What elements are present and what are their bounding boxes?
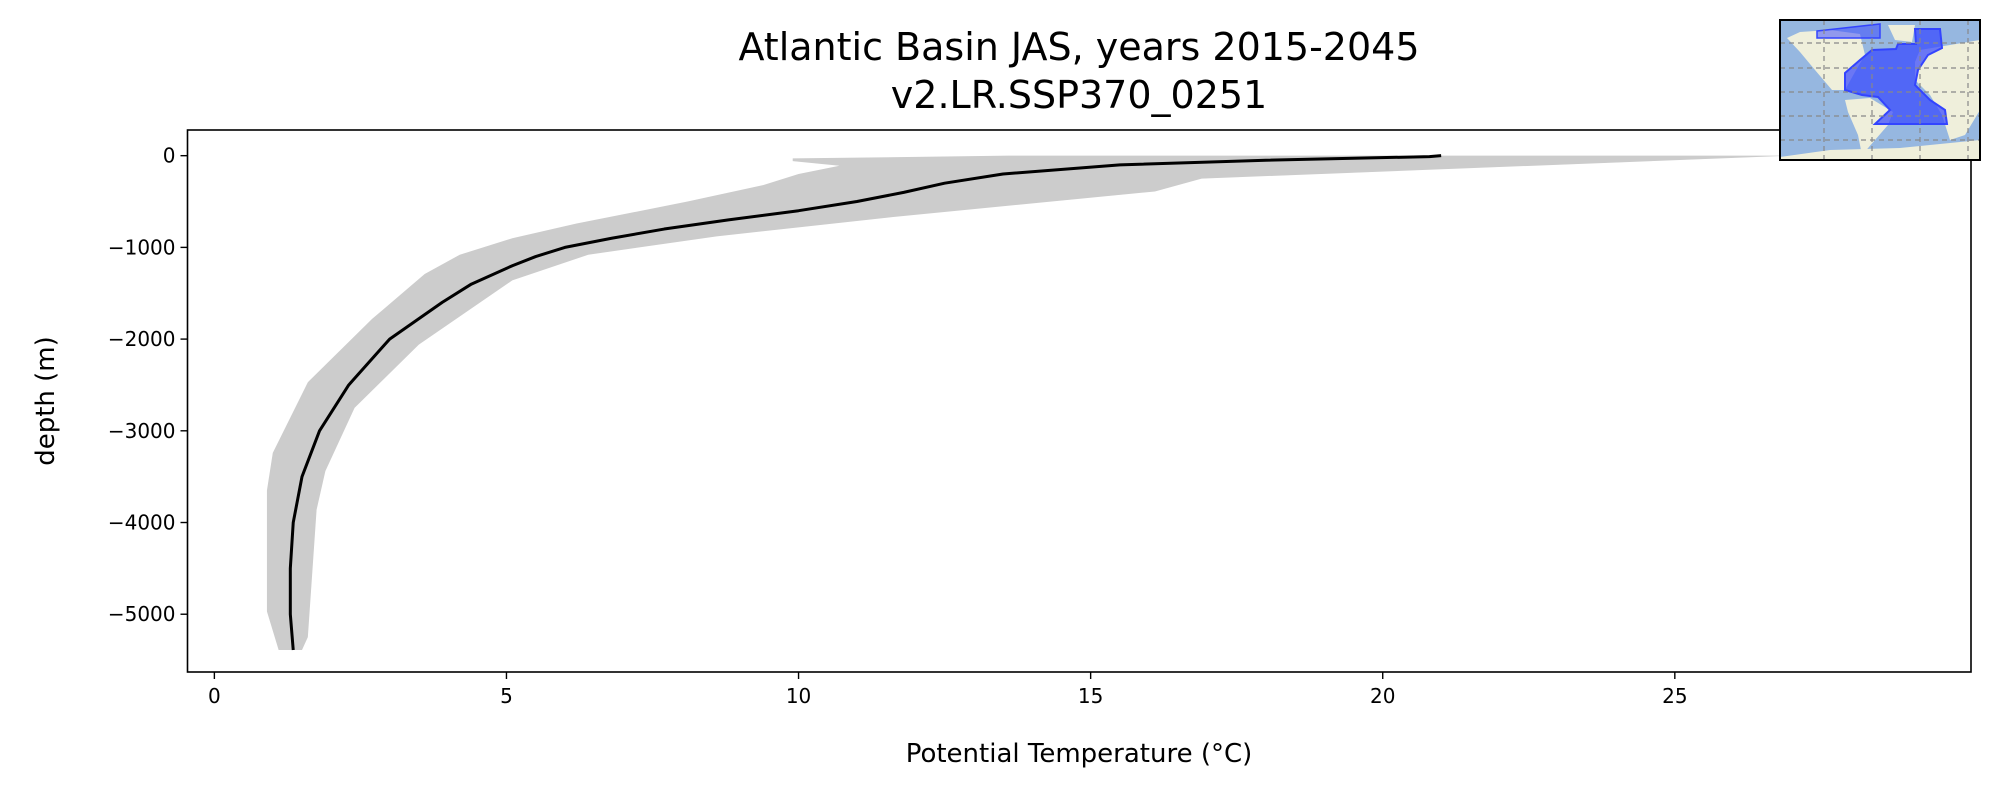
range-band: [266, 155, 1792, 650]
x-axis: 0 5 10 15 20 25: [208, 672, 1688, 708]
map-gridlines: [1780, 20, 1980, 160]
land-europe-africa: [1915, 40, 1980, 140]
x-tick-label: 20: [1370, 684, 1395, 708]
land-greenland: [1888, 25, 1915, 42]
y-tick-label: −1000: [108, 235, 176, 259]
y-axis-label: depth (m): [31, 336, 61, 466]
y-tick-label: −5000: [108, 602, 176, 626]
plot-area: [186, 129, 1972, 673]
chart-subtitle: v2.LR.SSP370_0251: [891, 73, 1267, 117]
atlantic-region: [1844, 28, 1949, 125]
x-tick-label: 15: [1078, 684, 1103, 708]
chart-title: Atlantic Basin JAS, years 2015-2045: [738, 25, 1419, 69]
x-tick-label: 0: [208, 684, 221, 708]
x-axis-label: Potential Temperature (°C): [906, 739, 1253, 769]
x-tick-label: 10: [786, 684, 811, 708]
x-tick-label: 5: [500, 684, 513, 708]
y-tick-label: −4000: [108, 511, 176, 535]
mean-profile-line: [288, 154, 1442, 651]
x-tick-label: 25: [1662, 684, 1687, 708]
arctic-region: [1816, 23, 1881, 39]
y-tick-label: 0: [163, 144, 176, 168]
land-antarctica: [1780, 140, 1980, 160]
y-tick-label: −2000: [108, 327, 176, 351]
land-south-america: [1845, 98, 1893, 155]
y-axis: 0 −1000 −2000 −3000 −4000 −5000: [108, 144, 188, 626]
inset-map: [1779, 19, 1981, 161]
plot-frame: [186, 129, 1972, 673]
y-tick-label: −3000: [108, 419, 176, 443]
